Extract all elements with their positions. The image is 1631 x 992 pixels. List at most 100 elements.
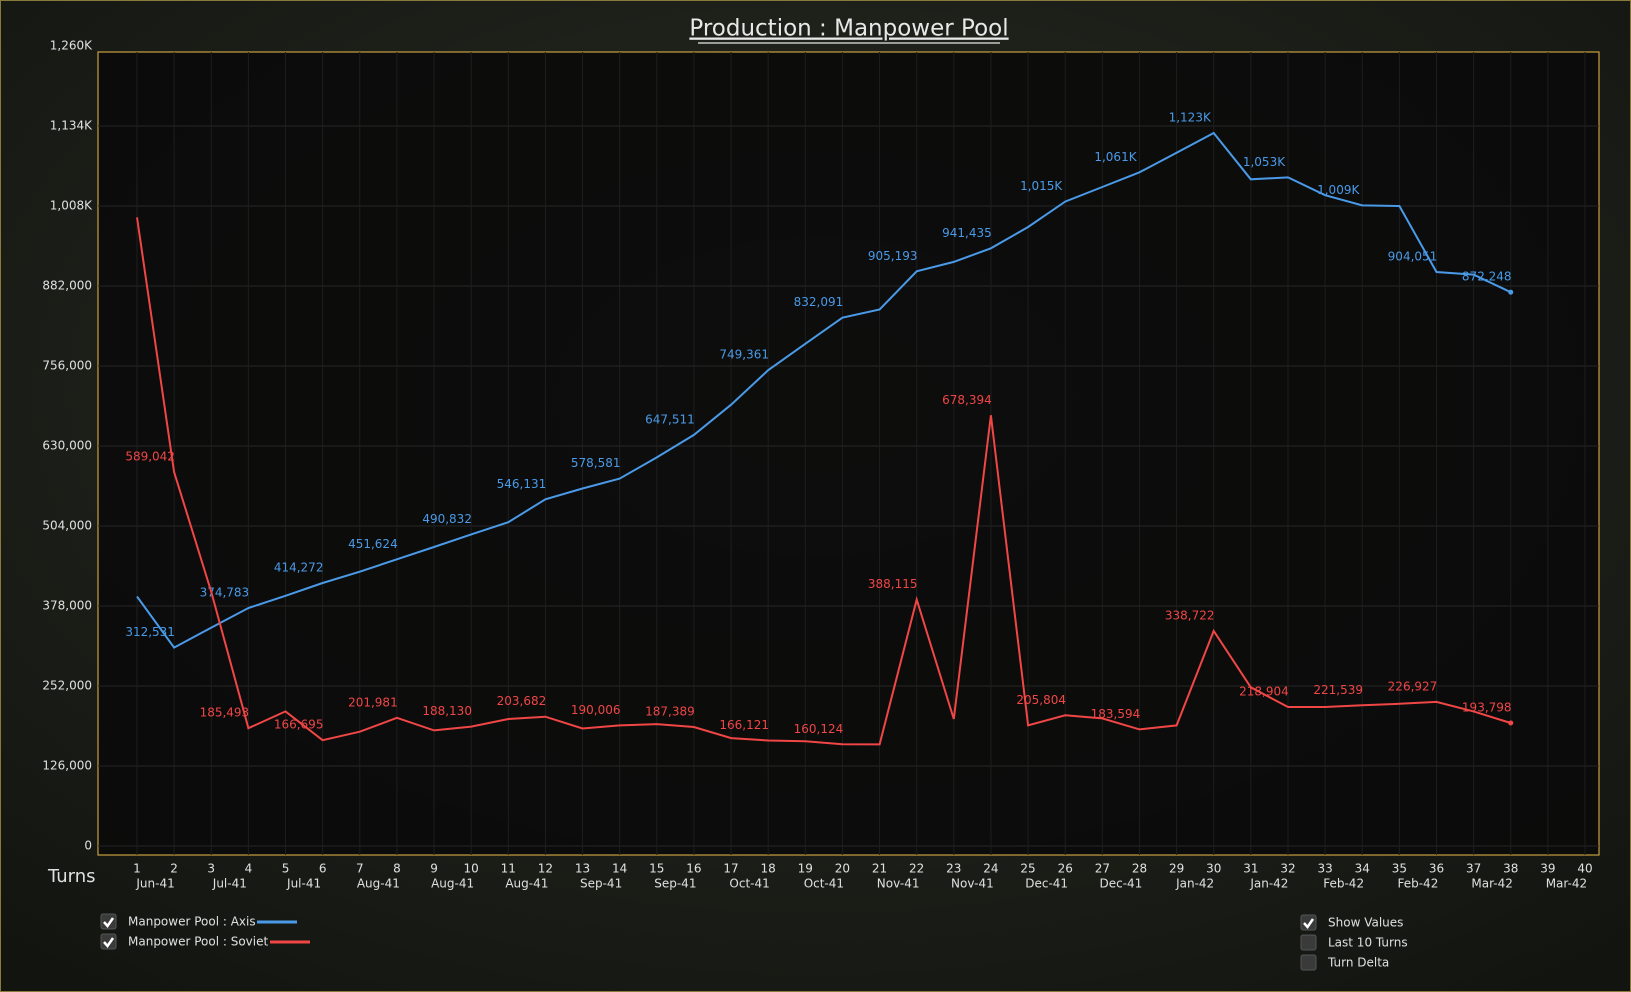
x-tick-label: 1 — [133, 862, 141, 876]
month-label: Sep-41 — [654, 877, 696, 891]
legend-label: Manpower Pool : Axis — [128, 915, 256, 929]
month-label: Sep-41 — [580, 877, 622, 891]
value-label: 832,091 — [794, 295, 844, 309]
x-tick-label: 32 — [1280, 862, 1295, 876]
x-tick-label: 26 — [1058, 862, 1073, 876]
month-label: Feb-42 — [1323, 877, 1364, 891]
x-tick-label: 4 — [245, 862, 253, 876]
value-label: 183,594 — [1091, 707, 1141, 721]
x-tick-label: 37 — [1466, 862, 1481, 876]
end-point — [1508, 289, 1514, 295]
option-label: Show Values — [1328, 916, 1403, 930]
value-label: 1,009K — [1317, 183, 1360, 197]
x-tick-label: 30 — [1206, 862, 1221, 876]
value-label: 188,130 — [422, 704, 472, 718]
month-label: Aug-41 — [357, 877, 400, 891]
value-label: 185,493 — [200, 706, 250, 720]
value-label: 678,394 — [942, 393, 992, 407]
series-line — [136, 217, 1511, 746]
value-label: 1,123K — [1169, 110, 1212, 124]
month-label: Mar-42 — [1471, 877, 1512, 891]
x-tick-label: 36 — [1429, 862, 1444, 876]
value-label: 905,193 — [868, 249, 918, 263]
month-label: Nov-41 — [951, 877, 994, 891]
value-label: 414,272 — [274, 560, 324, 574]
x-tick-label: 40 — [1577, 862, 1592, 876]
value-label: 1,015K — [1020, 179, 1063, 193]
x-tick-label: 20 — [835, 862, 850, 876]
x-tick-label: 10 — [464, 862, 479, 876]
value-label: 589,042 — [125, 450, 175, 464]
x-tick-label: 27 — [1095, 862, 1110, 876]
x-tick-label: 39 — [1540, 862, 1555, 876]
check-mark — [103, 917, 115, 929]
x-axis-label: Turns — [47, 866, 96, 887]
value-label: 203,682 — [497, 694, 547, 708]
month-label: Aug-41 — [431, 877, 474, 891]
y-tick-label: 504,000 — [42, 519, 92, 533]
x-tick-label: 5 — [282, 862, 290, 876]
x-tick-label: 13 — [575, 862, 590, 876]
month-label: Jun-41 — [135, 877, 174, 891]
month-label: Dec-41 — [1099, 877, 1142, 891]
x-tick-label: 7 — [356, 862, 364, 876]
y-tick-label: 1,008K — [50, 199, 93, 213]
x-tick-label: 28 — [1132, 862, 1147, 876]
option-checkbox[interactable] — [1300, 934, 1317, 951]
x-tick-label: 34 — [1355, 862, 1370, 876]
y-tick-label: 378,000 — [42, 599, 92, 613]
value-label: 578,581 — [571, 456, 621, 470]
x-tick-label: 24 — [983, 862, 998, 876]
value-label: 190,006 — [571, 703, 621, 717]
value-label: 218,904 — [1239, 685, 1289, 699]
x-tick-label: 23 — [946, 862, 961, 876]
y-tick-label: 252,000 — [42, 679, 92, 693]
y-tick-label: 630,000 — [42, 439, 92, 453]
value-label: 226,927 — [1388, 679, 1438, 693]
option-checkbox[interactable] — [1300, 954, 1317, 971]
check-mark — [103, 937, 115, 949]
value-label: 749,361 — [719, 348, 769, 362]
x-tick-label: 38 — [1503, 862, 1518, 876]
x-tick-label: 35 — [1392, 862, 1407, 876]
month-label: Feb-42 — [1397, 877, 1438, 891]
y-tick-label: 756,000 — [42, 359, 92, 373]
month-label: Jan-42 — [1175, 877, 1214, 891]
x-tick-label: 25 — [1020, 862, 1035, 876]
value-label: 160,124 — [794, 722, 844, 736]
value-label: 1,053K — [1243, 155, 1286, 169]
option-label: Last 10 Turns — [1328, 936, 1408, 950]
check-mark — [1303, 918, 1315, 930]
value-label: 312,531 — [125, 625, 175, 639]
value-label: 546,131 — [497, 477, 547, 491]
x-tick-label: 9 — [430, 862, 438, 876]
x-tick-label: 19 — [798, 862, 813, 876]
series-line — [136, 131, 1512, 649]
y-tick-label: 1,260K — [50, 39, 93, 53]
value-label: 374,783 — [200, 586, 250, 600]
value-label: 166,121 — [719, 718, 769, 732]
value-label: 166,695 — [274, 718, 324, 732]
month-label: Dec-41 — [1025, 877, 1068, 891]
value-label: 388,115 — [868, 577, 918, 591]
month-label: Nov-41 — [877, 877, 920, 891]
value-label: 205,804 — [1016, 693, 1066, 707]
month-label: Jan-42 — [1249, 877, 1288, 891]
x-tick-label: 3 — [207, 862, 215, 876]
x-tick-label: 18 — [761, 862, 776, 876]
x-tick-label: 12 — [538, 862, 553, 876]
x-tick-label: 17 — [723, 862, 738, 876]
legend-label: Manpower Pool : Soviet — [128, 935, 268, 949]
value-label: 193,798 — [1462, 700, 1512, 714]
x-tick-label: 31 — [1243, 862, 1258, 876]
x-tick-label: 16 — [686, 862, 701, 876]
x-tick-label: 8 — [393, 862, 401, 876]
month-label: Jul-41 — [286, 877, 321, 891]
value-label: 338,722 — [1165, 608, 1215, 622]
y-tick-label: 1,134K — [50, 119, 93, 133]
month-label: Oct-41 — [804, 877, 844, 891]
value-label: 187,389 — [645, 705, 695, 719]
plot-frame — [97, 51, 1600, 856]
x-tick-label: 29 — [1169, 862, 1184, 876]
